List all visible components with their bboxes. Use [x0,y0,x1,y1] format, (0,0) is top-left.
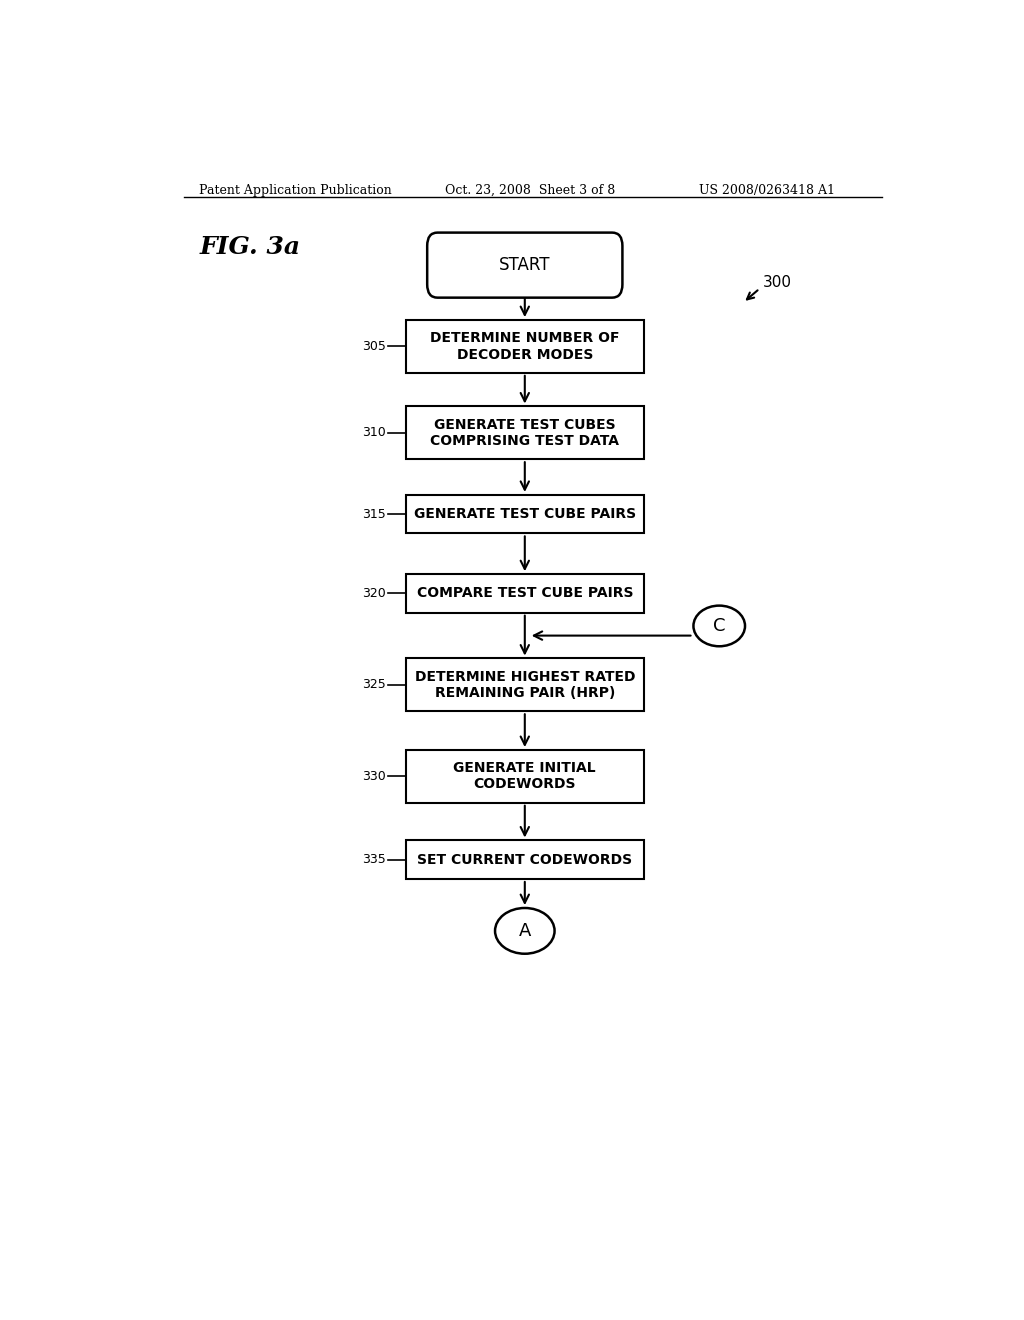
Text: C: C [713,616,725,635]
Bar [406,841,644,879]
Text: 300: 300 [763,275,792,290]
Bar [406,574,644,612]
Bar [406,750,644,803]
Text: 320: 320 [362,587,386,599]
Text: Patent Application Publication: Patent Application Publication [200,183,392,197]
Text: COMPARE TEST CUBE PAIRS: COMPARE TEST CUBE PAIRS [417,586,633,601]
Text: GENERATE INITIAL
CODEWORDS: GENERATE INITIAL CODEWORDS [454,762,596,792]
Ellipse shape [495,908,555,954]
Text: US 2008/0263418 A1: US 2008/0263418 A1 [699,183,836,197]
FancyBboxPatch shape [427,232,623,297]
Text: Oct. 23, 2008  Sheet 3 of 8: Oct. 23, 2008 Sheet 3 of 8 [445,183,615,197]
Text: FIG. 3a: FIG. 3a [200,235,301,259]
Bar [406,407,644,459]
Bar [406,659,644,711]
Text: SET CURRENT CODEWORDS: SET CURRENT CODEWORDS [417,853,633,867]
Text: 315: 315 [362,508,386,520]
Text: 305: 305 [362,341,386,352]
Text: DETERMINE NUMBER OF
DECODER MODES: DETERMINE NUMBER OF DECODER MODES [430,331,620,362]
Text: DETERMINE HIGHEST RATED
REMAINING PAIR (HRP): DETERMINE HIGHEST RATED REMAINING PAIR (… [415,669,635,700]
Bar [406,495,644,533]
Ellipse shape [693,606,745,647]
Text: 325: 325 [362,678,386,692]
Bar [406,319,644,372]
Text: 335: 335 [362,853,386,866]
Text: GENERATE TEST CUBES
COMPRISING TEST DATA: GENERATE TEST CUBES COMPRISING TEST DATA [430,417,620,447]
Text: A: A [518,921,531,940]
Text: 310: 310 [362,426,386,440]
Text: GENERATE TEST CUBE PAIRS: GENERATE TEST CUBE PAIRS [414,507,636,521]
Text: START: START [499,256,551,275]
Text: 330: 330 [362,770,386,783]
